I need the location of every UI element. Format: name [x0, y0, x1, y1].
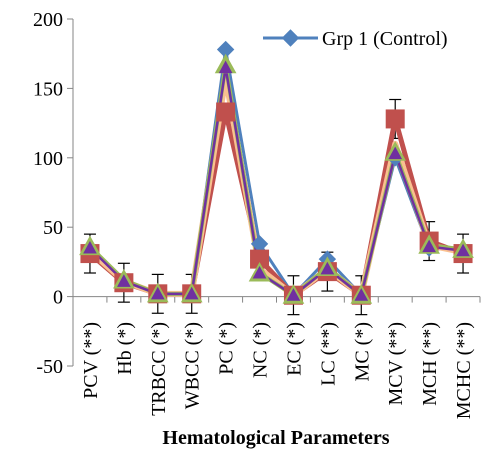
triangle-point-small	[456, 243, 470, 257]
category-label: MC (*)	[351, 322, 373, 381]
y-tick-label: 100	[33, 148, 63, 170]
category-label: PCV (**)	[80, 322, 102, 399]
triangle-point-small	[388, 146, 403, 160]
square-point	[385, 109, 405, 129]
y-tick-label: 0	[53, 287, 63, 309]
triangle-point-small	[117, 274, 131, 287]
triangle-point-small	[320, 261, 335, 275]
x-axis: PCV (**) Hb (*) TRBCC (*) WBCC (*) PC (*) NC …	[72, 296, 481, 419]
triangle-point-small	[83, 240, 97, 254]
series-line	[88, 62, 464, 298]
legend: Grp 1 (Control)	[263, 28, 448, 50]
triangle-point-small	[252, 265, 267, 279]
y-tick-label: 50	[43, 217, 63, 239]
category-label: LC (**)	[317, 322, 339, 386]
category-label: PC (*)	[216, 322, 238, 375]
category-label: NC (*)	[250, 322, 272, 378]
diamond-point	[281, 29, 300, 47]
y-tick-label: 200	[33, 9, 63, 31]
category-label: WBCC (*)	[182, 322, 204, 409]
category-label: MCV (**)	[385, 322, 407, 406]
category-label: EC (*)	[283, 322, 305, 376]
series-lines	[79, 40, 474, 305]
triangle-point-small	[354, 288, 369, 301]
category-label: MCHC (**)	[453, 322, 475, 419]
y-tick-label: -50	[36, 356, 63, 378]
triangle-point-small	[286, 288, 301, 301]
x-axis-title: Hematological Parameters	[162, 427, 389, 449]
category-label: Hb (*)	[114, 322, 136, 375]
category-label: TRBCC (*)	[148, 322, 170, 416]
triangle-point-small	[218, 60, 233, 74]
legend-label: Grp 1 (Control)	[322, 28, 448, 50]
y-tick-label: 150	[33, 78, 63, 100]
y-axis: -50 0 50 100 150 200	[33, 9, 74, 378]
series-markers	[83, 60, 470, 301]
square-point	[216, 102, 236, 122]
triangle-point-small	[150, 286, 165, 300]
series-group	[88, 62, 464, 298]
series-markers	[81, 40, 472, 304]
triangle-point-small	[422, 239, 436, 253]
triangle-point-small	[184, 286, 199, 300]
category-label: MCH (**)	[419, 322, 441, 406]
